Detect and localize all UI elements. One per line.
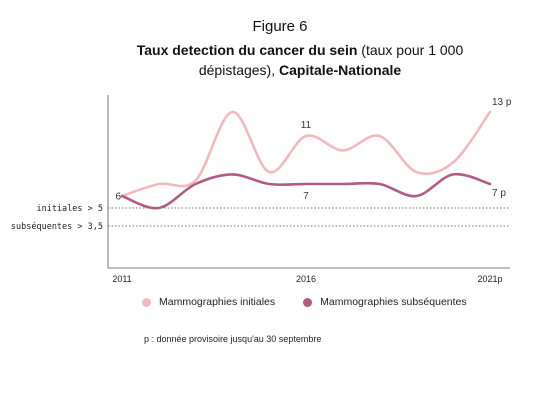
title-normal-part: (taux pour 1 000 dépistages), (198, 42, 464, 78)
reference-line-label: subséquentes > 3,5 (11, 221, 103, 232)
data-label: 7 p (492, 188, 506, 199)
x-tick-label: 2021p (477, 274, 502, 284)
footnote: p : donnée provisoire jusqu'au 30 septem… (144, 334, 322, 344)
legend-item-initiales: Mammographies initiales (142, 296, 275, 308)
data-label: 11 (301, 120, 312, 131)
figure-label: Figure 6 (252, 18, 308, 35)
series-line-initiales (120, 110, 492, 198)
chart-title: Taux detection du cancer du sein (taux p… (120, 40, 480, 80)
data-label: 7 (303, 191, 309, 202)
legend-swatch-subsequentes (303, 297, 313, 307)
x-tick-label: 2016 (296, 274, 316, 284)
title-region: Capitale-Nationale (279, 62, 402, 78)
legend-item-subsequentes: Mammographies subséquentes (303, 296, 467, 308)
data-label: 6 (115, 192, 121, 203)
legend-label-subsequentes: Mammographies subséquentes (320, 296, 467, 308)
legend: Mammographies initiales Mammographies su… (142, 296, 495, 308)
legend-swatch-initiales (142, 297, 151, 307)
legend-label-initiales: Mammographies initiales (159, 296, 276, 308)
title-bold-part: Taux detection du cancer du sein (136, 42, 358, 58)
reference-line-label: initiales > 5 (36, 204, 103, 214)
series-line-subsequentes (120, 172, 492, 210)
x-tick-label: 2011 (112, 274, 131, 284)
data-label: 13 p (492, 97, 512, 108)
